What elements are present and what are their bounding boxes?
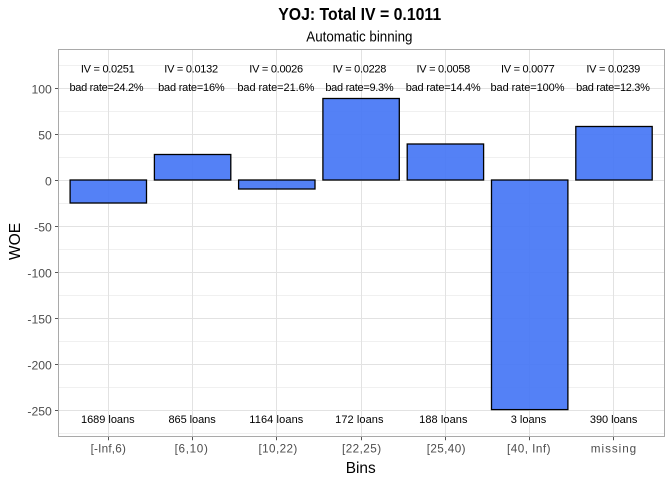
svg-text:-150: -150: [27, 312, 52, 326]
svg-text:WOE: WOE: [7, 223, 24, 260]
svg-text:IV = 0.0077: IV = 0.0077: [501, 63, 555, 75]
svg-text:bad rate=16%: bad rate=16%: [158, 82, 225, 94]
svg-text:-200: -200: [27, 358, 52, 372]
svg-text:[25,40): [25,40): [427, 442, 466, 455]
svg-text:390 loans: 390 loans: [590, 414, 638, 426]
svg-text:1689 loans: 1689 loans: [81, 414, 135, 426]
svg-text:865 loans: 865 loans: [168, 414, 216, 426]
svg-text:100: 100: [31, 82, 52, 96]
svg-text:[6,10): [6,10): [175, 442, 208, 455]
svg-text:IV = 0.0132: IV = 0.0132: [164, 63, 218, 75]
svg-text:IV = 0.0251: IV = 0.0251: [81, 63, 135, 75]
svg-text:IV = 0.0058: IV = 0.0058: [417, 63, 471, 75]
svg-text:IV = 0.0239: IV = 0.0239: [586, 63, 640, 75]
svg-text:[-Inf,6): [-Inf,6): [91, 442, 126, 455]
svg-text:Automatic binning: Automatic binning: [306, 30, 412, 46]
svg-text:-250: -250: [27, 404, 52, 418]
svg-text:1164 loans: 1164 loans: [249, 414, 304, 426]
svg-text:[22,25): [22,25): [342, 442, 381, 455]
svg-text:0: 0: [45, 174, 52, 188]
svg-text:bad rate=12.3%: bad rate=12.3%: [576, 82, 650, 94]
svg-text:3 loans: 3 loans: [511, 414, 547, 426]
svg-text:-100: -100: [27, 266, 52, 280]
svg-text:IV = 0.0228: IV = 0.0228: [333, 63, 387, 75]
svg-text:missing: missing: [591, 442, 636, 455]
svg-text:188 loans: 188 loans: [419, 414, 468, 426]
svg-text:[10,22): [10,22): [259, 442, 298, 455]
svg-text:[40, Inf): [40, Inf): [507, 442, 551, 455]
svg-text:172 loans: 172 loans: [335, 414, 384, 426]
svg-text:50: 50: [38, 128, 52, 142]
svg-text:IV = 0.0026: IV = 0.0026: [249, 63, 303, 75]
svg-text:bad rate=21.6%: bad rate=21.6%: [237, 82, 314, 94]
svg-text:YOJ: Total IV = 0.1011: YOJ: Total IV = 0.1011: [278, 4, 441, 24]
svg-text:bad rate=100%: bad rate=100%: [491, 82, 565, 94]
svg-text:bad rate=9.3%: bad rate=9.3%: [325, 82, 394, 94]
svg-text:Bins: Bins: [346, 460, 376, 477]
svg-text:-50: -50: [34, 220, 52, 234]
svg-text:bad rate=14.4%: bad rate=14.4%: [406, 82, 481, 94]
svg-text:bad rate=24.2%: bad rate=24.2%: [69, 82, 143, 94]
